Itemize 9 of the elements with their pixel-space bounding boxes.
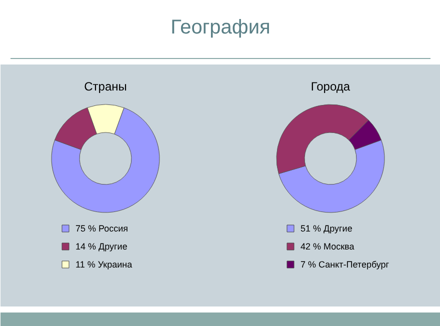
legend-label: 75 % Россия: [76, 224, 128, 234]
legend-label: 7 % Санкт-Петербург: [300, 260, 390, 270]
legend-label: 51 % Другие: [300, 224, 352, 234]
legend-label: 42 % Москва: [300, 242, 354, 252]
text: География: [170, 16, 270, 38]
legend-label: 14 % Другие: [76, 242, 128, 252]
chart-title: Страны: [84, 80, 127, 94]
chart-title: Города: [310, 80, 350, 94]
legend-label: 11 % Украина: [76, 260, 132, 270]
